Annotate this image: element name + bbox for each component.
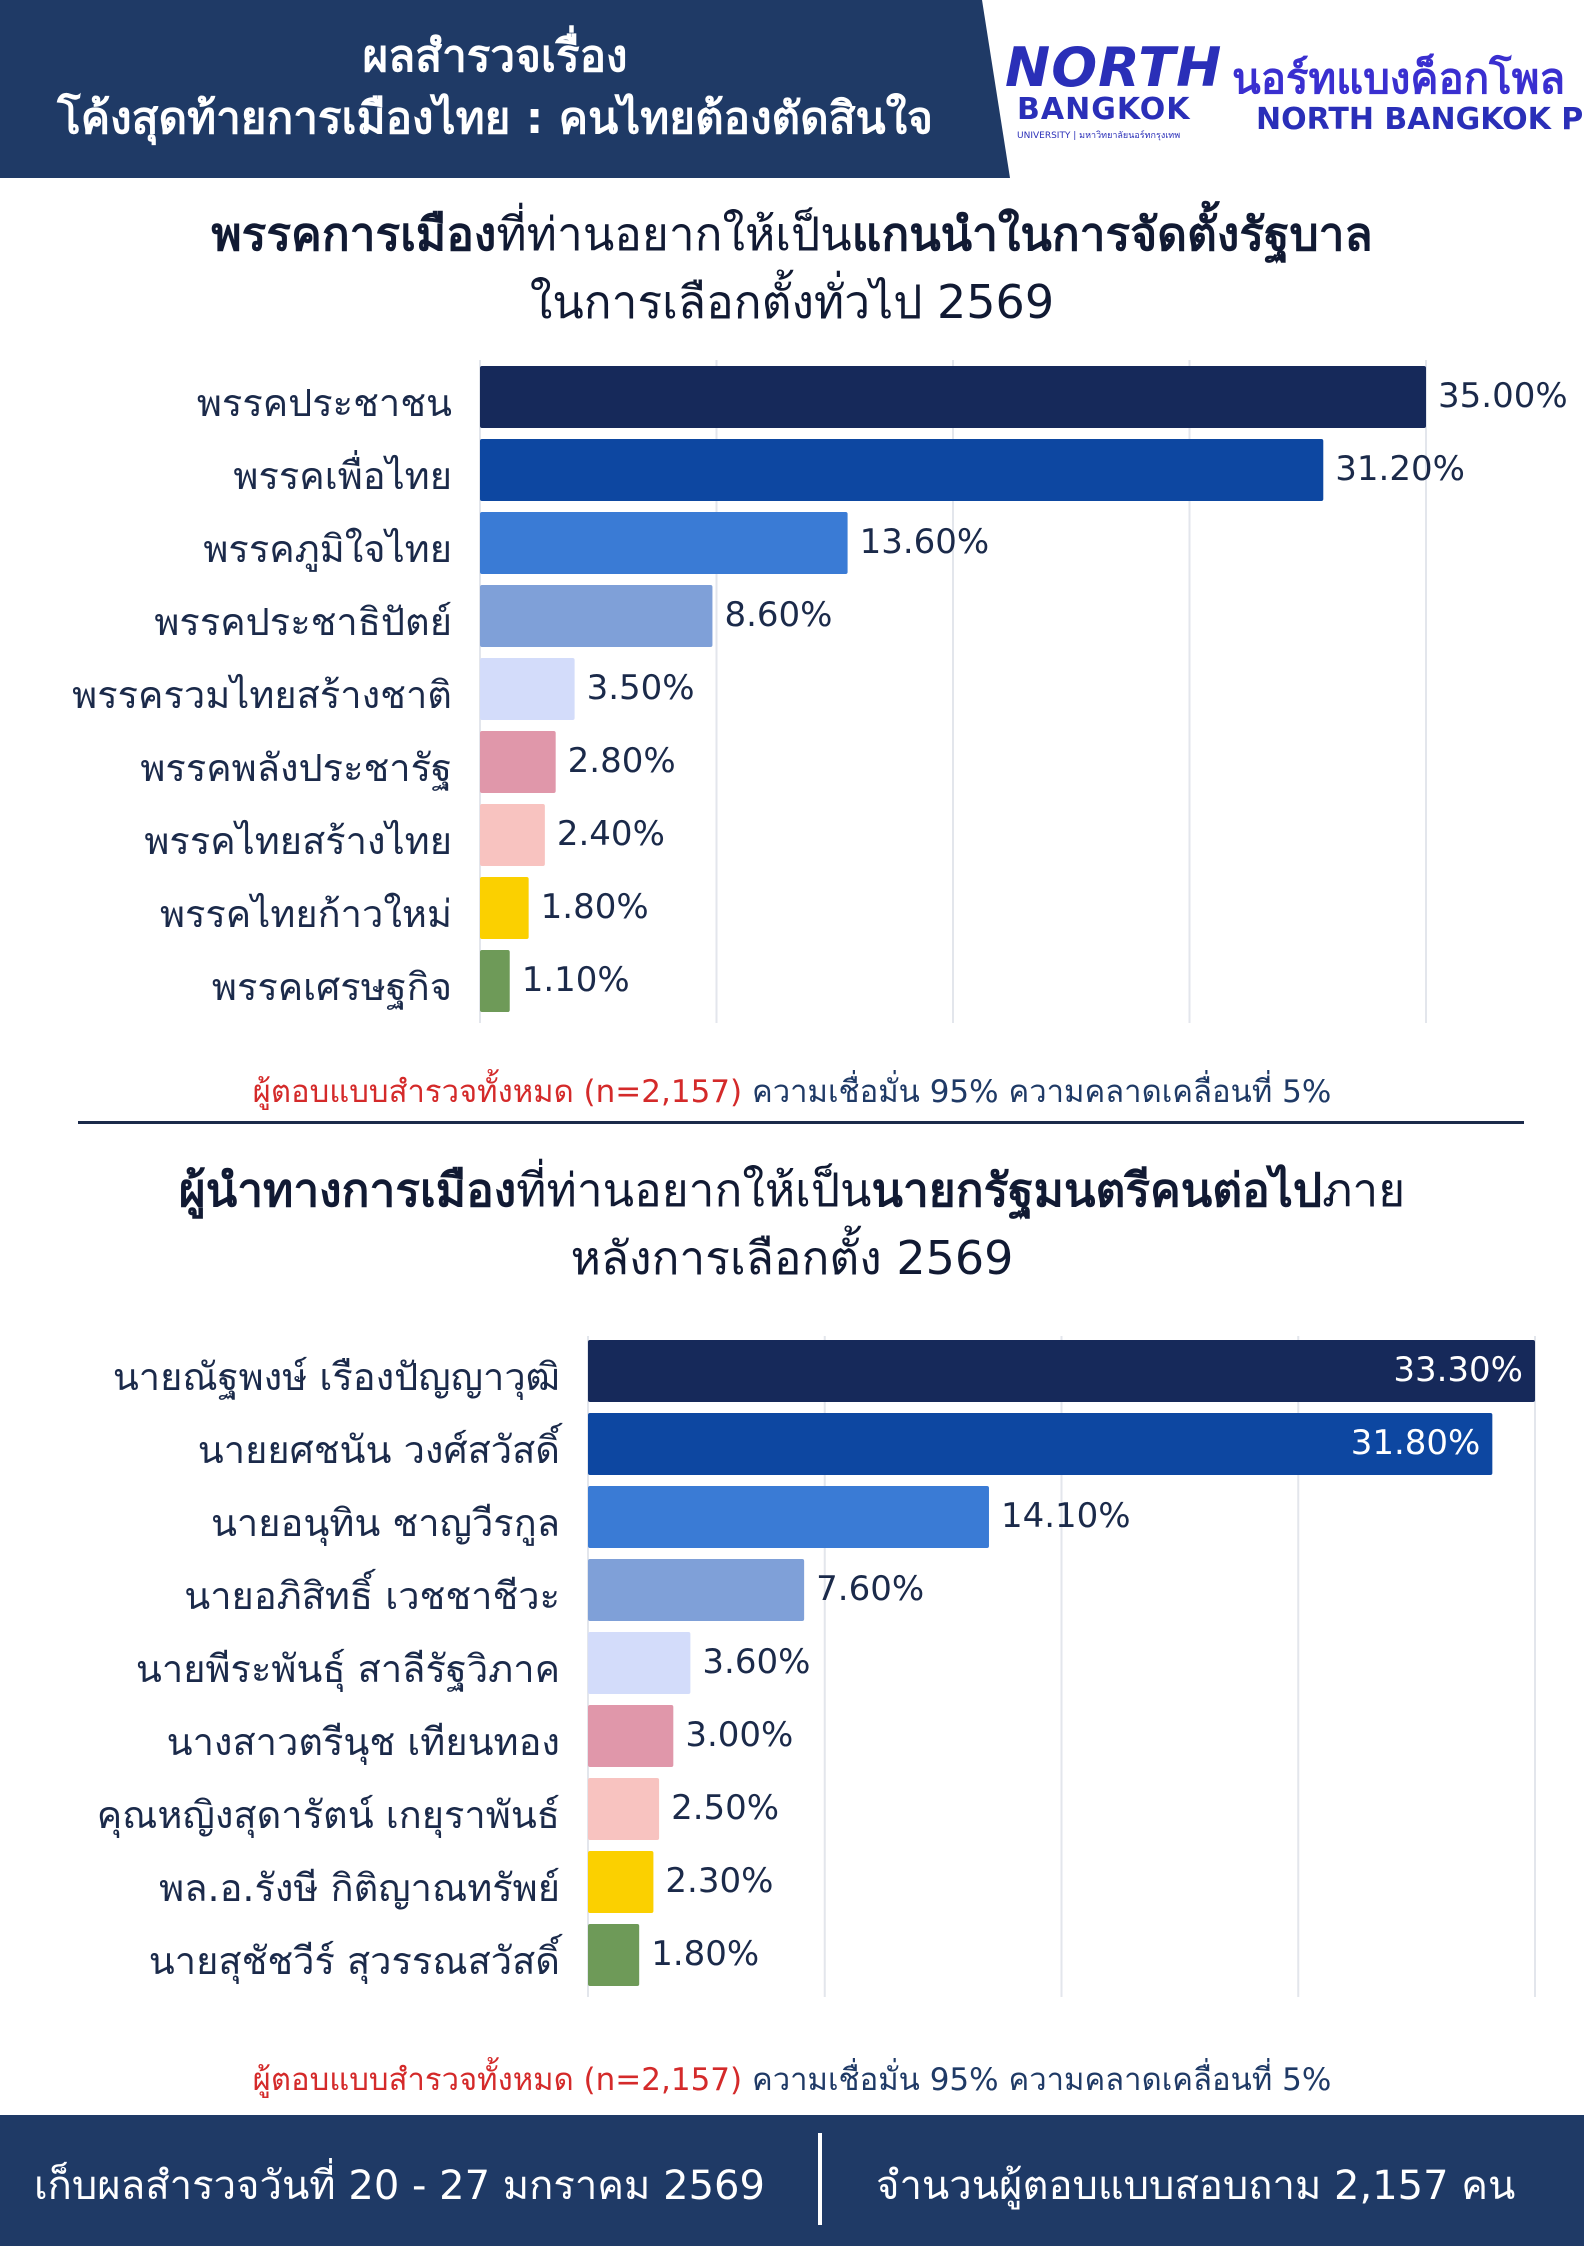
value-label: 3.50% [586,668,695,708]
value-label: 33.30% [1393,1350,1523,1390]
value-label: 3.00% [685,1715,794,1755]
poll-name-thai: นอร์ทแบงค็อกโพล [1232,54,1566,103]
section2-title-bold2: นายกรัฐมนตรีคนต่อไป [871,1163,1323,1217]
value-label: 7.60% [816,1569,925,1609]
category-label: นายสุชัชวีร์ สุวรรณสวัสดิ์ [148,1939,560,1983]
logo-bangkok-text: BANGKOK [1017,92,1191,127]
north-bangkok-logo: NORTH BANGKOK UNIVERSITY | มหาวิทยาลัยนอ… [1005,36,1221,146]
value-label: 2.30% [665,1861,774,1901]
category-label: นายณัฐพงษ์ เรืองปัญญาวุฒิ [112,1355,560,1399]
category-label: พรรคไทยสร้างไทย [144,819,452,863]
section1-title-normal1: ที่ท่านอยากให้เป็น [496,207,852,261]
section2-title-line2: หลังการเลือกตั้ง 2569 [570,1231,1014,1285]
bar [588,1340,1535,1402]
section2-title-line1: ผู้นำทางการเมืองที่ท่านอยากให้เป็นนายกรั… [0,1156,1584,1224]
bar [480,512,848,574]
category-label: พรรครวมไทยสร้างชาติ [72,673,452,717]
category-label: พรรคประชาธิปัตย์ [154,600,452,644]
value-label: 31.20% [1335,449,1465,489]
section2-title: ผู้นำทางการเมืองที่ท่านอยากให้เป็นนายกรั… [0,1156,1584,1292]
section1-note: ผู้ตอบแบบสำรวจทั้งหมด (n=2,157) ความเชื่… [0,1066,1584,1116]
category-label: พรรคไทยก้าวใหม่ [159,892,452,936]
value-label: 3.60% [702,1642,811,1682]
category-label: พล.อ.รังษี กิติญาณทรัพย์ [159,1866,560,1910]
bar [480,366,1426,428]
leader-chart: นายณัฐพงษ์ เรืองปัญญาวุฒิ 33.30% นายยศชนัน… [0,1336,1584,1997]
section1-title-bold1: พรรคการเมือง [211,207,497,261]
header-title-line2: โค้งสุดท้ายการเมืองไทย : คนไทยต้องตัดสิน… [57,93,933,144]
bar [480,585,713,647]
party-chart: พรรคประชาชน 35.00% พรรคเพื่อไทย 31.20% พรรคภ… [0,360,1584,1023]
bar [588,1778,660,1840]
category-label: พรรคพลังประชารัฐ [140,746,452,790]
category-label: นายอภิสิทธิ์ เวชชาชีวะ [184,1574,560,1618]
header: ผลสำรวจเรื่อง โค้งสุดท้ายการเมืองไทย : ค… [0,0,1584,178]
value-label: 2.80% [567,741,676,781]
header-title-line1: ผลสำรวจเรื่อง [362,31,628,82]
bar [480,950,510,1012]
header-title: ผลสำรวจเรื่อง โค้งสุดท้ายการเมืองไทย : ค… [0,26,990,150]
footer-respondents: จำนวนผู้ตอบแบบสอบถาม 2,157 คน [876,2163,1516,2209]
bar [588,1559,805,1621]
value-label: 13.60% [859,522,990,562]
bar [480,731,556,793]
category-label: คุณหญิงสุดารัตน์ เกยุราพันธ์ [96,1793,560,1837]
bar [480,877,529,939]
bar [480,658,575,720]
category-label: นายอนุทิน ชาญวีรกูล [210,1501,560,1545]
section1-title-bold2: แกนนำในการจัดตั้งรัฐบาล [851,207,1373,261]
value-label: 35.00% [1438,376,1568,416]
section1-title-line1: พรรคการเมืองที่ท่านอยากให้เป็นแกนนำในการ… [0,200,1584,268]
category-label: นายยศชนัน วงศ์สวัสดิ์ [197,1428,560,1472]
category-label: พรรคเพื่อไทย [233,454,452,498]
value-label: 31.80% [1350,1423,1481,1463]
section1-note-sample: ผู้ตอบแบบสำรวจทั้งหมด (n=2,157) [252,1074,743,1110]
section2-title-normal2: ภาย [1322,1163,1406,1217]
logo-subtext: UNIVERSITY | มหาวิทยาลัยนอร์ทกรุงเทพ [1017,131,1181,141]
footer-separator [818,2133,822,2225]
category-label: นางสาวตรีนุช เทียนทอง [166,1720,560,1764]
section1-note-confidence: ความเชื่อมั่น 95% ความคลาดเคลื่อนที่ 5% [742,1074,1332,1110]
value-label: 1.80% [540,887,649,927]
bar [588,1924,640,1986]
value-label: 2.40% [556,814,665,854]
category-label: พรรคภูมิใจไทย [203,527,452,571]
bar [588,1413,1493,1475]
category-label: พรรคเศรษฐกิจ [211,965,452,1009]
section2-note: ผู้ตอบแบบสำรวจทั้งหมด (n=2,157) ความเชื่… [0,2054,1584,2104]
logo-north-text: NORTH [1005,36,1223,99]
header-band [0,0,1010,178]
section1-title: พรรคการเมืองที่ท่านอยากให้เป็นแกนนำในการ… [0,200,1584,336]
section1-title-line2: ในการเลือกตั้งทั่วไป 2569 [529,275,1055,329]
section2-note-confidence: ความเชื่อมั่น 95% ความคลาดเคลื่อนที่ 5% [742,2062,1332,2098]
value-label: 1.80% [651,1934,760,1974]
category-label: นายพีระพันธุ์ สาลีรัฐวิภาค [135,1647,560,1691]
footer: เก็บผลสำรวจวันที่ 20 - 27 มกราคม 2569 จำ… [0,2115,1584,2246]
bar [588,1705,674,1767]
section2-title-normal1: ที่ท่านอยากให้เป็น [516,1163,872,1217]
chart-plot [479,360,1427,1023]
bar [588,1851,654,1913]
bar [480,804,545,866]
poll-name-english: NORTH BANGKOK Poll [1256,102,1584,137]
section-divider [78,1121,1524,1124]
section2-note-sample: ผู้ตอบแบบสำรวจทั้งหมด (n=2,157) [252,2062,743,2098]
category-label: พรรคประชาชน [196,381,452,425]
bar [480,439,1324,501]
value-label: 8.60% [724,595,833,635]
value-label: 14.10% [1000,1496,1131,1536]
value-label: 1.10% [521,960,630,1000]
value-label: 2.50% [671,1788,780,1828]
bar [588,1486,989,1548]
bar [588,1632,691,1694]
section2-title-bold1: ผู้นำทางการเมือง [178,1163,517,1217]
footer-survey-dates: เก็บผลสำรวจวันที่ 20 - 27 มกราคม 2569 [34,2163,765,2209]
chart-plot [587,1336,1536,1997]
